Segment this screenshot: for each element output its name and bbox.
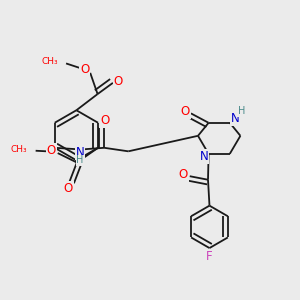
Text: O: O <box>46 144 56 157</box>
Text: O: O <box>100 114 110 127</box>
Text: H: H <box>76 155 84 166</box>
Text: O: O <box>63 182 73 195</box>
Text: N: N <box>200 150 208 163</box>
Text: O: O <box>80 63 90 76</box>
Text: N: N <box>76 146 84 159</box>
Text: H: H <box>238 106 245 116</box>
Text: CH₃: CH₃ <box>10 145 27 154</box>
Text: N: N <box>231 112 239 125</box>
Text: CH₃: CH₃ <box>41 57 58 66</box>
Text: O: O <box>114 75 123 88</box>
Text: F: F <box>206 250 213 263</box>
Text: O: O <box>180 105 190 119</box>
Text: O: O <box>178 168 188 181</box>
